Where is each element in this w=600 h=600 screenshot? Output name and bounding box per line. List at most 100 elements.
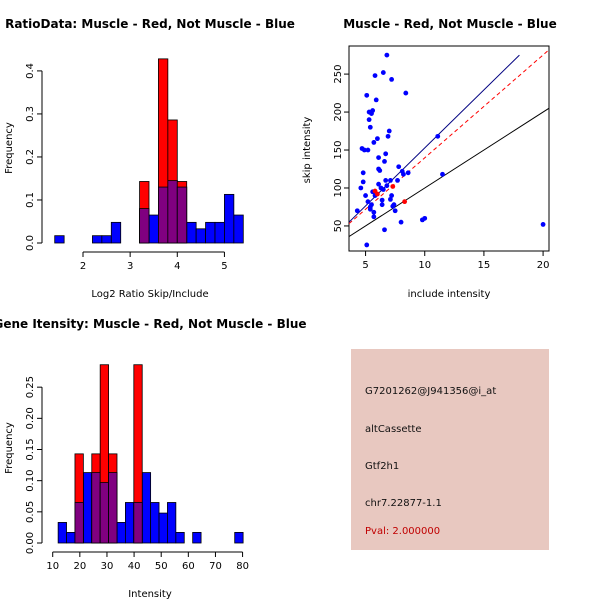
scatter-point-not-muscle (371, 140, 377, 145)
ratio-bar-not-muscle (233, 214, 244, 244)
scatter-axes: 50 100 150 200 250 5 10 15 20 (333, 65, 549, 271)
scatter-y-tick-label: 100 (333, 178, 344, 197)
intensity-bar-not-muscle (150, 502, 160, 544)
scatter-point-not-muscle (389, 77, 395, 82)
intensity-bar-not-muscle (116, 522, 126, 544)
scatter-points (354, 52, 546, 248)
intensity-bar-not-muscle (234, 532, 244, 544)
scatter-point-not-muscle (388, 177, 393, 183)
scatter-x-tick-label: 5 (362, 260, 368, 271)
ratio-bar-not-muscle (205, 221, 216, 244)
intensity-bar-not-muscle (125, 502, 135, 544)
scatter-point-not-muscle (382, 159, 387, 164)
scatter-point-not-muscle (361, 147, 367, 153)
scatter-point-not-muscle (384, 183, 390, 189)
intensity-y-axis-label: Frequency (4, 422, 15, 474)
scatter-line-identity (349, 107, 549, 238)
scatter-point-not-muscle (354, 208, 360, 214)
scatter-point-not-muscle (403, 90, 409, 96)
intensity-x-tick-label: 50 (155, 561, 168, 572)
scatter-point-not-muscle (398, 219, 404, 225)
intensity-y-tick-label: 0.10 (25, 470, 36, 492)
scatter-point-not-muscle (379, 197, 385, 203)
scatter-point-not-muscle (375, 136, 380, 142)
intensity-bar-not-muscle (158, 512, 168, 544)
scatter-point-not-muscle (364, 242, 370, 248)
ratio-bar-overlap (139, 208, 150, 244)
scatter-point-not-muscle (379, 202, 385, 208)
scatter-point-not-muscle (395, 177, 400, 183)
scatter-point-not-muscle (401, 171, 406, 177)
ratio-y-tick-label: 0.0 (25, 235, 36, 251)
scatter-point-not-muscle (386, 128, 392, 134)
scatter-point-not-muscle (371, 209, 377, 215)
scatter-y-tick-label: 150 (333, 140, 344, 159)
scatter-point-not-muscle (365, 199, 371, 205)
ratio-y-tick-label: 0.2 (25, 149, 36, 165)
intensity-bar-not-muscle (57, 522, 67, 544)
intensity-x-tick-label: 70 (209, 561, 222, 572)
ratio-y-tick-label: 0.4 (25, 63, 36, 79)
scatter-x-tick-label: 15 (478, 260, 491, 271)
intensity-y-tick-label: 0.00 (25, 532, 36, 554)
ratio-bar-overlap (176, 186, 188, 244)
ratio-x-axis-label: Log2 Ratio Skip/Include (91, 289, 208, 300)
scatter-point-not-muscle (373, 97, 379, 103)
ratio-y-tick-label: 0.1 (25, 192, 36, 208)
scatter-y-tick-label: 250 (333, 65, 344, 84)
ratio-bar-not-muscle (110, 221, 122, 244)
ratio-chart-title: RatioData: Muscle - Red, Not Muscle - Bl… (5, 17, 295, 31)
probe-id-text: G7201262@J941356@i_at (365, 386, 497, 397)
ratio-x-tick-label: 5 (221, 261, 227, 272)
intensity-y-tick-label: 0.20 (25, 407, 36, 429)
scatter-point-not-muscle (385, 133, 391, 139)
scatter-point-not-muscle (360, 170, 366, 176)
scatter-point-not-muscle (391, 202, 397, 208)
scatter-point-not-muscle (435, 133, 441, 139)
scatter-point-muscle (390, 184, 396, 189)
ratio-histogram-panel: RatioData: Muscle - Red, Not Muscle - Bl… (4, 17, 295, 300)
intensity-x-tick-label: 60 (182, 561, 195, 572)
ratio-x-tick-label: 3 (127, 261, 133, 272)
probe-info-box: G7201262@J941356@i_at altCassette Gtf2h1… (351, 349, 549, 550)
ratio-bar-not-muscle (148, 214, 159, 244)
scatter-point-muscle (375, 191, 380, 197)
scatter-point-muscle (402, 199, 408, 205)
scatter-point-not-muscle (376, 155, 381, 161)
scatter-line-red-fit (349, 49, 549, 225)
ratio-bar-overlap (158, 186, 169, 244)
scatter-y-tick-label: 200 (333, 103, 344, 122)
scatter-point-not-muscle (405, 170, 411, 176)
intensity-bar-overlap (133, 502, 143, 544)
ratio-bar-not-muscle (195, 228, 206, 244)
intensity-bar-overlap (74, 502, 84, 544)
intensity-x-tick-label: 40 (128, 561, 141, 572)
intensity-bar-overlap (99, 482, 109, 544)
genomic-location-text: chr7.22877-1.1 (365, 498, 442, 509)
scatter-y-axis-label: skip intensity (302, 117, 313, 184)
intensity-bars (57, 364, 244, 544)
pval-text: Pval: 2.000000 (365, 526, 441, 537)
scatter-point-not-muscle (360, 179, 366, 185)
ratio-bar-not-muscle (101, 235, 112, 244)
scatter-x-axis-label: include intensity (408, 289, 491, 300)
scatter-panel: Muscle - Red, Not Muscle - Blue include … (302, 17, 557, 300)
ratio-x-tick-label: 4 (174, 261, 180, 272)
intensity-bar-not-muscle (66, 532, 76, 544)
intensity-y-tick-label: 0.15 (25, 438, 36, 460)
ratio-y-axis-label: Frequency (4, 122, 15, 174)
ratio-bar-not-muscle (54, 235, 65, 244)
scatter-point-not-muscle (380, 187, 386, 192)
intensity-x-tick-label: 30 (101, 561, 114, 572)
ratio-axes: 0.0 0.1 0.2 0.3 0.4 2 3 4 5 (25, 63, 228, 272)
scatter-point-not-muscle (383, 177, 389, 183)
intensity-bar-overlap (108, 472, 118, 544)
scatter-fit-lines (349, 49, 549, 238)
scatter-point-not-muscle (370, 108, 376, 113)
scatter-y-tick-label: 50 (333, 220, 344, 233)
event-type-text: altCassette (365, 424, 422, 435)
intensity-bar-not-muscle (192, 532, 202, 544)
scatter-point-not-muscle (392, 208, 398, 214)
scatter-x-tick-label: 10 (418, 260, 431, 271)
